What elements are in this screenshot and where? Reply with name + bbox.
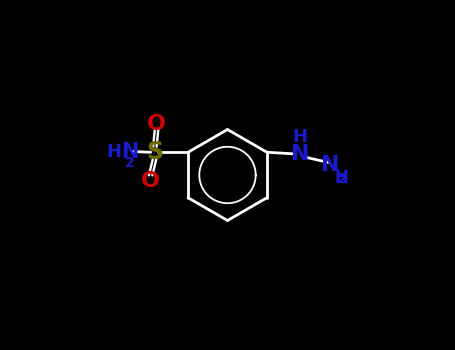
- Text: N: N: [121, 141, 139, 162]
- Text: 2: 2: [338, 172, 347, 186]
- Text: O: O: [141, 171, 160, 191]
- Text: H: H: [335, 169, 349, 187]
- Text: H: H: [293, 127, 308, 146]
- Text: S: S: [147, 140, 163, 164]
- Text: O: O: [147, 113, 166, 134]
- Text: 2: 2: [124, 156, 134, 170]
- Text: N: N: [321, 155, 339, 175]
- Text: H: H: [106, 142, 121, 161]
- Text: N: N: [291, 144, 309, 164]
